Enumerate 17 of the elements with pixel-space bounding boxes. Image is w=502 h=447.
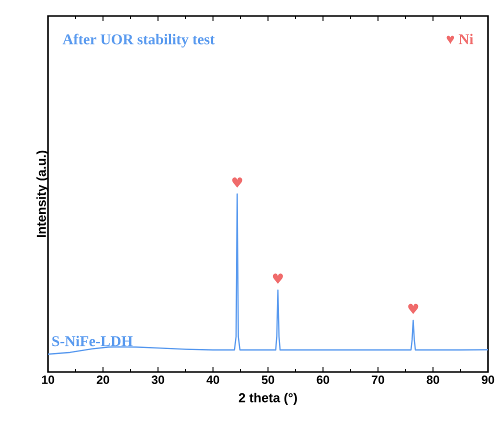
annotation: ♥ [408, 304, 418, 314]
text: ♥ Ni [446, 34, 474, 44]
x-tick-label: 70 [372, 376, 384, 384]
x-tick-label: 20 [96, 376, 110, 384]
annotation: ♥ [232, 177, 242, 188]
x-tick-label: 80 [426, 376, 440, 384]
y-axis-title: Intensity (a.u.) [36, 150, 48, 238]
chart-title: After UOR stability test [62, 34, 215, 48]
x-tick-label: 10 [42, 376, 54, 384]
x-tick-label: 30 [152, 376, 164, 384]
x-tick-label: 90 [482, 376, 494, 384]
x-axis-title: 2 theta (°) [238, 392, 297, 405]
x-tick-label: 50 [262, 376, 274, 384]
x-tick-label: 60 [316, 376, 330, 384]
series-label: S-NiFe-LDH [52, 336, 133, 346]
x-tick-label: 40 [206, 376, 220, 384]
annotation: ♥ [272, 274, 283, 284]
